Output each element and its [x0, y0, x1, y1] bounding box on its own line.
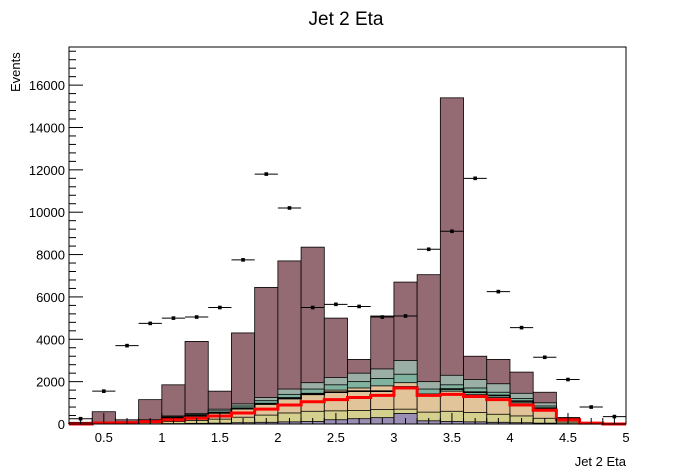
data-point [310, 305, 315, 310]
x-tick-label: 3 [390, 430, 397, 445]
data-point [287, 206, 292, 210]
chart-title: Jet 2 Eta [309, 9, 384, 30]
data-point [218, 305, 222, 310]
data-point [380, 315, 385, 319]
data-point [241, 258, 245, 262]
data-point [102, 389, 106, 393]
x-tick-label: 2 [274, 430, 281, 445]
y-tick-label: 12000 [29, 163, 65, 178]
x-axis-label: Jet 2 Eta [575, 454, 627, 469]
data-point [125, 343, 129, 348]
data-point [566, 377, 570, 382]
x-tick-label: 3.5 [443, 430, 461, 445]
y-tick-label: 14000 [29, 120, 65, 135]
x-tick-label: 4 [506, 430, 513, 445]
y-tick-label: 2000 [36, 375, 65, 390]
data-point [519, 325, 524, 330]
data-point [357, 304, 361, 309]
y-axis-label: Events [8, 52, 23, 92]
data-point [542, 355, 547, 360]
x-tick-label: 0.5 [95, 430, 113, 445]
data-point [589, 405, 593, 409]
data-point [612, 414, 617, 419]
x-tick-label: 4.5 [559, 430, 577, 445]
y-tick-label: 4000 [36, 332, 65, 347]
y-tick-label: 0 [58, 417, 65, 432]
data-point [426, 247, 431, 252]
data-point [473, 176, 477, 181]
y-tick-label: 16000 [29, 78, 65, 93]
stack-bar [184, 340, 209, 425]
y-tick-label: 6000 [36, 290, 65, 305]
data-point [496, 289, 501, 294]
x-tick-label: 2.5 [327, 430, 345, 445]
data-point [334, 302, 338, 307]
data-point [403, 314, 408, 318]
x-tick-label: 5 [622, 430, 629, 445]
data-point [194, 315, 199, 319]
data-point [264, 172, 269, 176]
x-tick-label: 1.5 [211, 430, 229, 445]
plot-area: 0.5 1 1.5 2 2.5 3 3.5 4 4.5 5 0 2000 4000 6000 8000 100… [29, 46, 630, 445]
y-tick-label: 8000 [36, 248, 65, 263]
x-tick-label: 1 [158, 430, 165, 445]
data-point [148, 321, 153, 326]
y-tick-label: 10000 [29, 205, 65, 220]
data-point [171, 316, 176, 320]
data-point [450, 229, 454, 234]
